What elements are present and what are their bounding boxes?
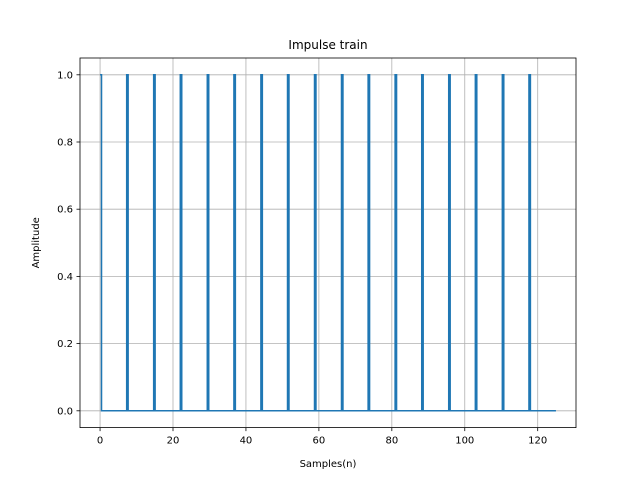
impulse-series-line [100, 74, 556, 412]
y-tick-label: 0.8 [57, 138, 73, 149]
y-tick-label: 0.2 [57, 339, 73, 350]
y-tick-label: 0.0 [57, 406, 73, 417]
x-tick-label: 60 [313, 436, 326, 447]
x-tick-label: 20 [167, 436, 180, 447]
series-layer [100, 74, 556, 412]
chart-title: Impulse train [288, 38, 367, 52]
y-tick-label: 1.0 [57, 70, 73, 81]
x-tick-label: 100 [455, 436, 474, 447]
x-axis-label: Samples(n) [300, 459, 357, 470]
y-axis-ticks: 0.0 0.2 0.4 0.6 0.8 1.0 [57, 70, 80, 417]
x-axis-ticks: 0 20 40 60 80 100 120 [97, 427, 547, 447]
axes-frame [79, 57, 577, 429]
x-tick-label: 80 [385, 436, 398, 447]
x-tick-label: 120 [528, 436, 547, 447]
x-tick-label: 0 [97, 436, 103, 447]
x-tick-label: 40 [240, 436, 253, 447]
grid-lines [80, 58, 576, 428]
y-tick-label: 0.6 [57, 205, 73, 216]
y-tick-label: 0.4 [57, 272, 73, 283]
y-axis-label: Amplitude [31, 217, 42, 268]
